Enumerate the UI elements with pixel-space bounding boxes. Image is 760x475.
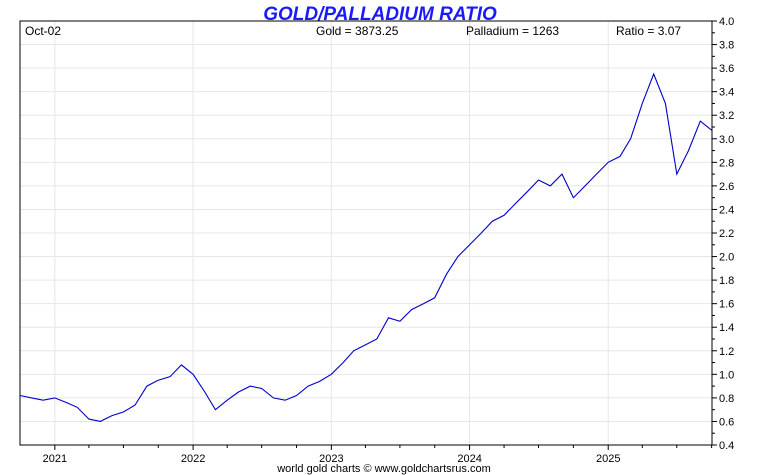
x-tick-label: 2021: [43, 453, 67, 465]
date-label: Oct-02: [25, 24, 61, 38]
y-axis: 0.4 0.6 0.8 1.0 1.2 1.4 1.6 1.8 2.0 2.2 2.4 2.6 2.8 3…: [712, 16, 734, 452]
y-tick-label: 3.6: [719, 63, 734, 75]
y-tick-label: 2.4: [719, 204, 734, 216]
y-tick-label: 0.6: [719, 416, 734, 428]
chart-title: GOLD/PALLADIUM RATIO: [263, 4, 497, 25]
y-tick-label: 4.0: [719, 16, 734, 28]
x-tick-label: 2023: [319, 453, 343, 465]
y-tick-label: 3.8: [719, 40, 734, 52]
ratio-readout: Ratio = 3.07: [616, 24, 681, 38]
y-tick-label: 2.0: [719, 252, 734, 264]
y-tick-label: 1.8: [719, 275, 734, 287]
y-tick-label: 0.8: [719, 393, 734, 405]
palladium-price-readout: Palladium = 1263: [466, 24, 559, 38]
y-tick-label: 2.8: [719, 157, 734, 169]
y-tick-label: 1.4: [719, 322, 734, 334]
y-tick-label: 3.0: [719, 134, 734, 146]
x-tick-label: 2025: [596, 453, 620, 465]
gold-price-readout: Gold = 3873.25: [316, 24, 399, 38]
x-axis: 2021 2022 2023 2024 2025: [43, 445, 713, 465]
x-tick-label: 2024: [457, 453, 481, 465]
y-tick-label: 1.6: [719, 299, 734, 311]
x-tick-label: 2022: [181, 453, 205, 465]
y-tick-label: 2.2: [719, 228, 734, 240]
y-tick-label: 2.6: [719, 181, 734, 193]
y-tick-label: 1.0: [719, 369, 734, 381]
footer-credit: world gold charts © www.goldchartsrus.co…: [276, 463, 491, 475]
y-tick-label: 0.4: [719, 440, 734, 452]
y-tick-label: 3.4: [719, 87, 734, 99]
grid: [20, 20, 712, 446]
y-tick-label: 1.2: [719, 346, 734, 358]
y-tick-label: 3.2: [719, 110, 734, 122]
ratio-series-line: [19, 72, 713, 422]
